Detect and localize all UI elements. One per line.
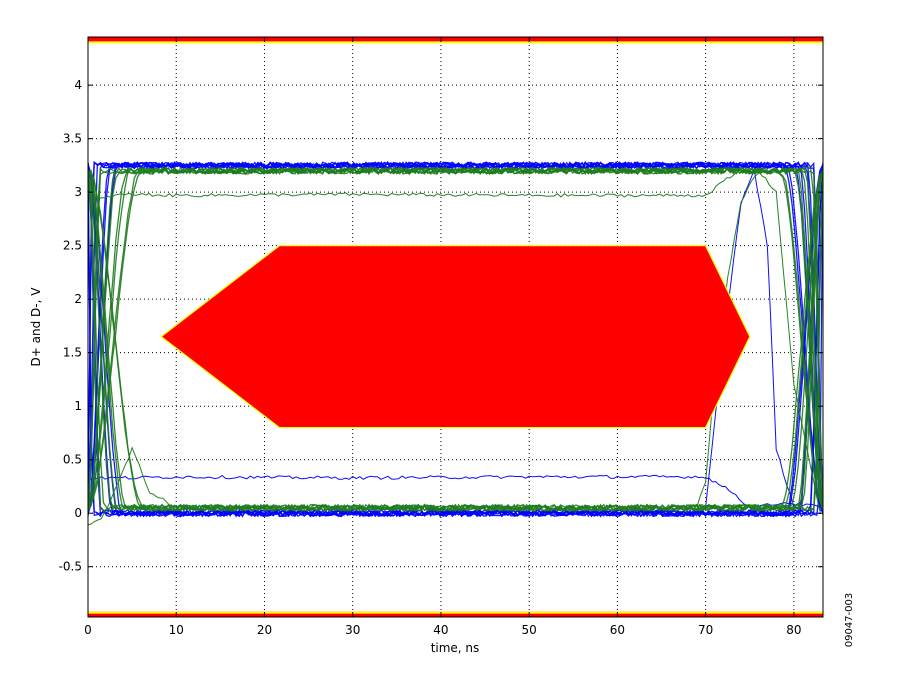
- series-1-stray-trace: [88, 474, 821, 509]
- series-2-traces: [88, 166, 823, 526]
- y-tick-label: -0.5: [59, 560, 82, 574]
- series-1-trace: [88, 164, 823, 518]
- eye-mask-layer: [160, 245, 751, 429]
- y-tick-label: 0.5: [63, 453, 82, 467]
- y-tick-label: 0: [74, 506, 82, 520]
- x-tick-label: 30: [345, 623, 360, 637]
- limit-bands: [88, 37, 823, 617]
- x-tick-label: 80: [786, 623, 801, 637]
- lower-limit-band: [88, 611, 823, 617]
- series-2-stray-trace: [88, 169, 821, 514]
- x-tick-label: 20: [257, 623, 272, 637]
- lower-limit-edge: [88, 611, 823, 614]
- figure-id-label: 09047-003: [844, 593, 855, 648]
- upper-limit-edge: [88, 41, 823, 44]
- series-2-trace: [88, 166, 823, 508]
- series-2-trace: [88, 169, 823, 513]
- y-tick-label: 3: [74, 185, 82, 199]
- x-axis-label: time, ns: [431, 641, 480, 655]
- axis-ticks: 0 10 20 30 40 50 60 70 80 -0.5 0 0.5 1 1.5 2 2.5 3 3.5 4: [59, 37, 823, 637]
- y-axis-label: D+ and D-, V: [29, 287, 43, 367]
- y-tick-label: 1.5: [63, 346, 82, 360]
- x-tick-label: 10: [169, 623, 184, 637]
- series-1-trace: [88, 163, 823, 518]
- series-2-stray-trace: [696, 170, 768, 508]
- series-1-trace: [88, 161, 823, 515]
- series-1-trace: [88, 161, 823, 512]
- x-tick-label: 50: [522, 623, 537, 637]
- y-tick-label: 1: [74, 399, 82, 413]
- x-tick-label: 70: [698, 623, 713, 637]
- x-tick-label: 40: [433, 623, 448, 637]
- series-2-trace: [88, 169, 823, 513]
- x-tick-label: 0: [84, 623, 92, 637]
- upper-limit-band: [88, 37, 823, 43]
- y-tick-label: 4: [74, 78, 82, 92]
- eye-mask-polygon: [160, 245, 751, 429]
- y-tick-label: 2.5: [63, 239, 82, 253]
- signal-traces: [88, 160, 823, 526]
- plot-frame: [87, 36, 824, 618]
- y-tick-label: 3.5: [63, 132, 82, 146]
- y-tick-label: 2: [74, 292, 82, 306]
- series-2-trace: [88, 167, 823, 513]
- series-2-stray-trace: [88, 446, 265, 526]
- x-tick-label: 60: [610, 623, 625, 637]
